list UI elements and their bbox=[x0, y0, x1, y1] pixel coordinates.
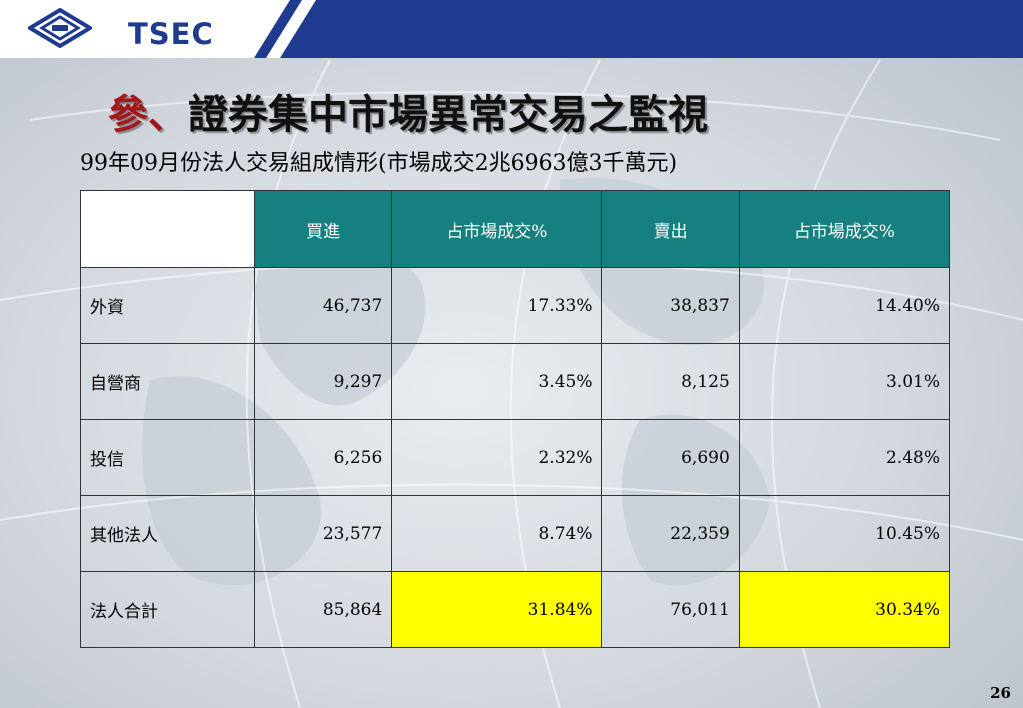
sell-pct-cell: 10.45% bbox=[738, 495, 951, 572]
tsec-logo: TSEC bbox=[26, 7, 228, 51]
page-title: 參、證券集中市場異常交易之監視 bbox=[108, 82, 708, 140]
buy-cell: 85,864 bbox=[253, 571, 393, 648]
header-sell: 賣出 bbox=[601, 190, 740, 268]
page-number: 26 bbox=[990, 684, 1011, 702]
title-prefix: 參、 bbox=[108, 91, 188, 138]
buy-cell: 23,577 bbox=[253, 495, 393, 572]
institutional-trading-table: 買進 占市場成交% 賣出 占市場成交% 外資 46,737 17.33% 38,… bbox=[80, 190, 951, 648]
row-label: 投信 bbox=[80, 419, 255, 496]
header-bar: TSEC bbox=[0, 0, 1023, 58]
sell-pct-cell-highlighted: 30.34% bbox=[738, 571, 951, 648]
table-corner-cell bbox=[80, 190, 255, 268]
header-buy: 買進 bbox=[253, 190, 393, 268]
table-row: 自營商 9,297 3.45% 8,125 3.01% bbox=[80, 343, 951, 420]
row-label: 其他法人 bbox=[80, 495, 255, 572]
table-header-row: 買進 占市場成交% 賣出 占市場成交% bbox=[80, 190, 951, 268]
buy-cell: 9,297 bbox=[253, 343, 393, 420]
header-buy-pct: 占市場成交% bbox=[391, 190, 603, 268]
header-logo-area bbox=[0, 0, 232, 58]
header-blue-band bbox=[232, 0, 1023, 58]
sell-cell: 22,359 bbox=[601, 495, 740, 572]
sell-pct-cell: 14.40% bbox=[738, 267, 951, 344]
row-label: 自營商 bbox=[80, 343, 255, 420]
row-label: 外資 bbox=[80, 267, 255, 344]
sell-pct-cell: 3.01% bbox=[738, 343, 951, 420]
page-subtitle: 99年09月份法人交易組成情形(市場成交2兆6963億3千萬元) bbox=[80, 151, 678, 176]
buy-pct-cell: 17.33% bbox=[391, 267, 603, 344]
table-row: 其他法人 23,577 8.74% 22,359 10.45% bbox=[80, 495, 951, 572]
buy-pct-cell-highlighted: 31.84% bbox=[391, 571, 603, 648]
sell-pct-cell: 2.48% bbox=[738, 419, 951, 496]
sell-cell: 8,125 bbox=[601, 343, 740, 420]
buy-pct-cell: 3.45% bbox=[391, 343, 603, 420]
row-label: 法人合計 bbox=[80, 571, 255, 648]
sell-cell: 76,011 bbox=[601, 571, 740, 648]
sell-cell: 38,837 bbox=[601, 267, 740, 344]
sell-cell: 6,690 bbox=[601, 419, 740, 496]
table-row: 投信 6,256 2.32% 6,690 2.48% bbox=[80, 419, 951, 496]
tsec-logo-icon bbox=[26, 7, 94, 49]
title-main: 證券集中市場異常交易之監視 bbox=[188, 91, 708, 138]
table-total-row: 法人合計 85,864 31.84% 76,011 30.34% bbox=[80, 571, 951, 648]
buy-pct-cell: 2.32% bbox=[391, 419, 603, 496]
buy-cell: 46,737 bbox=[253, 267, 393, 344]
header-sell-pct: 占市場成交% bbox=[738, 190, 951, 268]
buy-pct-cell: 8.74% bbox=[391, 495, 603, 572]
buy-cell: 6,256 bbox=[253, 419, 393, 496]
logo-text: TSEC bbox=[128, 17, 214, 51]
table-row: 外資 46,737 17.33% 38,837 14.40% bbox=[80, 267, 951, 344]
